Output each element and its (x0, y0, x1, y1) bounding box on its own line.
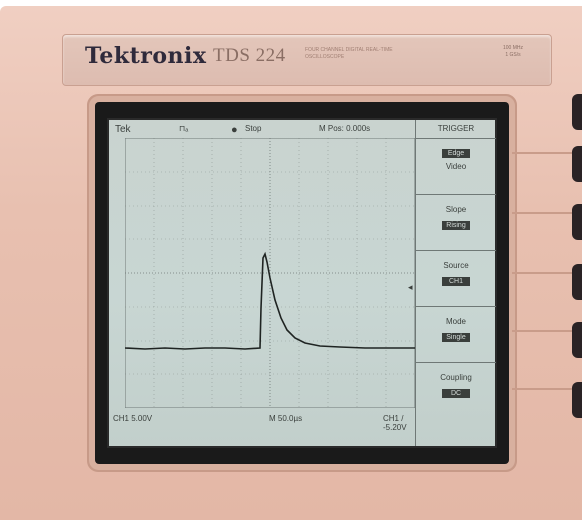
menu-item-type-selected: Edge (442, 149, 470, 158)
bezel-button-3[interactable] (572, 264, 582, 300)
bezel-button-line-1 (512, 152, 582, 154)
status-line: Tek ⊓ₐ ● Stop M Pos: 0.000s (109, 120, 415, 138)
run-state: Stop (245, 124, 262, 133)
bezel-button-line-4 (512, 330, 582, 332)
menu-item-mode-value: Single (442, 333, 470, 342)
bezel-button-1[interactable] (572, 146, 582, 182)
bezel-button-line-2 (512, 212, 582, 214)
menu-item-coupling-label: Coupling (440, 373, 472, 382)
brand-header: Tektronix TDS 224 FOUR CHANNEL DIGITAL R… (62, 34, 552, 86)
bottom-readout: CH1 5.00V M 50.0µs CH1 / -5.20V (109, 412, 415, 432)
bezel-button-2[interactable] (572, 204, 582, 240)
menu-item-source[interactable]: Source CH1 (416, 250, 496, 306)
trigger-menu-title: TRIGGER (437, 124, 475, 133)
trigger-readout: CH1 / -5.20V (383, 414, 407, 432)
bezel-button-line-3 (512, 272, 582, 274)
grid-lines (125, 138, 415, 408)
brand-name: Tektronix (85, 43, 207, 69)
horizontal-position: M Pos: 0.000s (319, 124, 371, 133)
menu-item-source-label: Source (443, 261, 469, 270)
sample-rate-label: 1 GS/s (505, 52, 521, 58)
model-description: FOUR CHANNEL DIGITAL REAL-TIME OSCILLOSC… (305, 47, 393, 60)
menu-item-mode-label: Mode (445, 317, 466, 326)
menu-item-coupling[interactable]: Coupling DC (416, 362, 496, 412)
ch1-waveform (125, 251, 415, 350)
spec-label: 100 MHz 1 GS/s (493, 45, 533, 59)
acquisition-icon: ⊓ₐ (179, 124, 189, 133)
menu-item-slope-value: Rising (442, 221, 470, 230)
menu-item-source-value: CH1 (442, 277, 470, 286)
bezel-button-line-5 (512, 388, 582, 390)
menu-item-slope[interactable]: Slope Rising (416, 194, 496, 250)
trigger-level-marker: ◂ (408, 282, 413, 292)
waveform-graticule: 1▸ ◂ (125, 138, 415, 408)
bezel-button-5[interactable] (572, 382, 582, 418)
bandwidth-label: 100 MHz (502, 45, 523, 51)
menu-item-mode[interactable]: Mode Single (416, 306, 496, 362)
run-state-dot-icon: ● (231, 124, 238, 136)
center-axes (125, 138, 415, 408)
timebase: M 50.0µs (269, 414, 303, 423)
lcd-screen: Tek ⊓ₐ ● Stop M Pos: 0.000s 1▸ ◂ (107, 118, 497, 448)
menu-item-coupling-value: DC (442, 389, 470, 398)
bezel-button-4[interactable] (572, 322, 582, 358)
tek-label: Tek (115, 124, 131, 135)
menu-item-type[interactable]: Edge Video (416, 138, 496, 194)
ch1-scale: CH1 5.00V (113, 414, 153, 423)
menu-item-slope-label: Slope (445, 205, 467, 214)
bezel-button-top[interactable] (572, 94, 582, 130)
model-name: TDS 224 (213, 45, 286, 66)
menu-item-type-alt: Video (445, 162, 467, 171)
trigger-menu: TRIGGER Edge Video Slope Rising Source C… (415, 120, 496, 446)
